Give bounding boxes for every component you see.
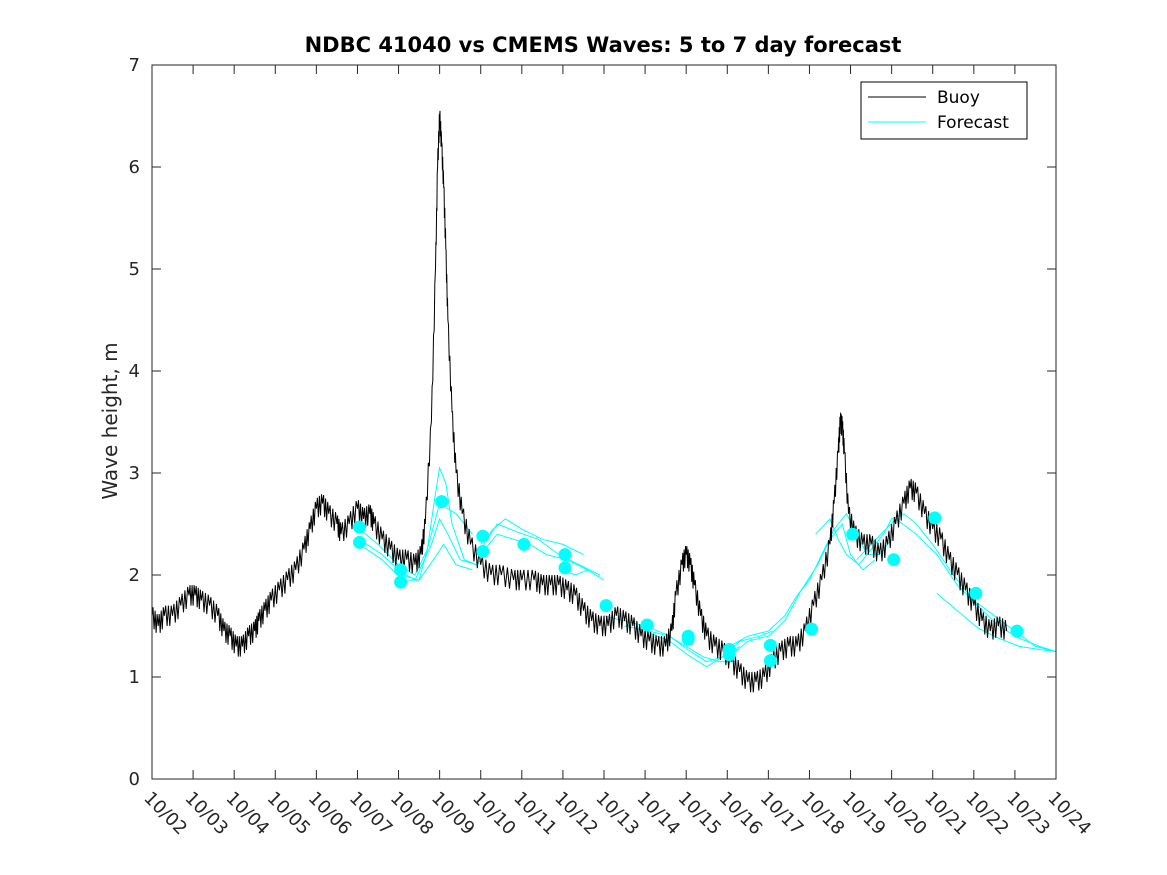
forecast-marker xyxy=(394,575,408,589)
forecast-marker xyxy=(846,527,860,541)
forecast-marker xyxy=(476,545,490,558)
y-tick-label: 5 xyxy=(129,259,140,280)
forecast-marker xyxy=(435,495,449,509)
buoy-line xyxy=(152,110,1008,693)
forecast-marker xyxy=(681,632,695,646)
y-tick-label: 4 xyxy=(129,361,140,382)
forecast-line xyxy=(815,513,1056,652)
forecast-marker xyxy=(353,520,366,534)
forecast-marker xyxy=(969,586,983,600)
y-tick-label: 0 xyxy=(129,769,140,790)
forecast-marker xyxy=(887,553,901,567)
forecast-line xyxy=(400,502,473,581)
legend-label-buoy: Buoy xyxy=(937,88,980,108)
y-tick-label: 3 xyxy=(129,463,140,484)
forecast-line xyxy=(644,630,773,668)
forecast-marker xyxy=(476,529,490,543)
y-tick-label: 1 xyxy=(129,667,140,688)
legend: Buoy Forecast xyxy=(860,81,1028,140)
forecast-marker xyxy=(599,599,613,613)
forecast-marker xyxy=(558,561,572,575)
y-tick-label: 2 xyxy=(129,565,140,586)
forecast-marker xyxy=(558,548,572,562)
forecast-marker xyxy=(763,654,777,668)
legend-box xyxy=(860,81,1028,140)
forecast-line xyxy=(359,517,477,581)
forecast-line xyxy=(480,523,601,576)
chart-title: NDBC 41040 vs CMEMS Waves: 5 to 7 day fo… xyxy=(305,33,902,57)
forecast-marker xyxy=(640,618,654,632)
legend-label-forecast: Forecast xyxy=(937,113,1009,133)
forecast-line xyxy=(480,518,584,556)
forecast-marker xyxy=(722,648,736,662)
forecast-marker xyxy=(928,511,942,525)
forecast-marker xyxy=(763,638,777,652)
y-tick-label: 6 xyxy=(129,157,140,178)
forecast-marker xyxy=(394,563,408,577)
forecast-marker xyxy=(353,535,366,549)
forecast-marker xyxy=(1010,624,1024,638)
y-tick-label: 7 xyxy=(129,55,140,76)
forecast-line xyxy=(728,522,876,657)
forecast-line xyxy=(359,543,473,581)
y-axis-label: Wave height, m xyxy=(98,342,122,499)
forecast-marker xyxy=(805,622,818,636)
forecast-line xyxy=(856,518,1056,652)
forecast-line xyxy=(936,593,1056,652)
forecast-marker xyxy=(517,537,531,551)
plot-area xyxy=(152,110,1056,693)
